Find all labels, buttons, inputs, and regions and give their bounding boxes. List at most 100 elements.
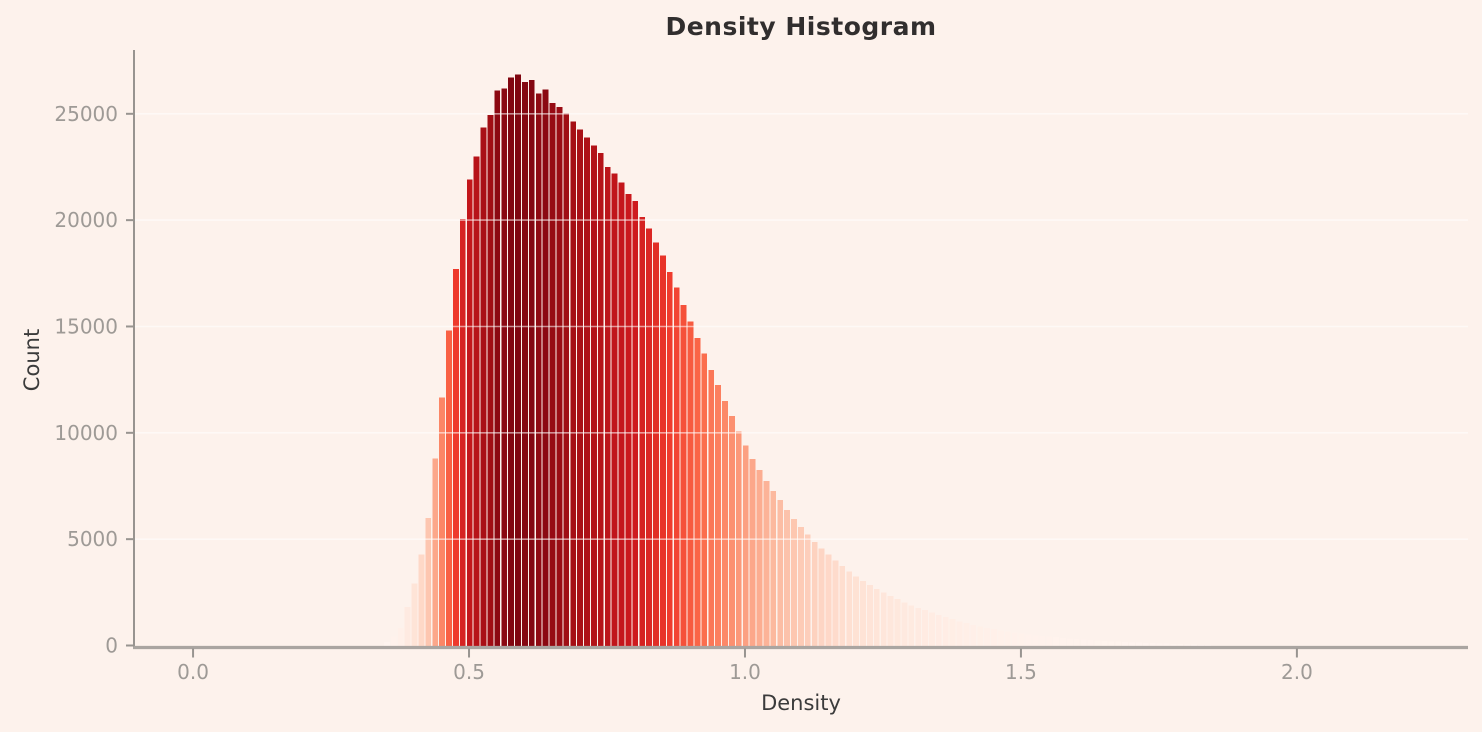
x-tick-label: 1.0 xyxy=(729,660,761,684)
histogram-bar xyxy=(818,548,825,647)
histogram-bar xyxy=(929,612,935,647)
histogram-bar xyxy=(687,321,694,647)
histogram-bar xyxy=(949,619,956,647)
histogram-bar xyxy=(935,614,942,647)
histogram-bar xyxy=(866,584,873,647)
histogram-bar xyxy=(749,459,756,647)
histogram-bar xyxy=(673,287,680,647)
histogram-bar xyxy=(1122,641,1129,647)
histogram-bar xyxy=(556,107,563,647)
histogram-bar xyxy=(522,81,528,647)
histogram-bar xyxy=(1032,635,1039,647)
histogram-bar xyxy=(577,129,583,647)
histogram-bar xyxy=(1094,640,1101,647)
histogram-bar xyxy=(1142,642,1149,647)
histogram-bar xyxy=(791,518,797,647)
histogram-bar xyxy=(1046,636,1053,647)
histogram-bar xyxy=(646,228,652,647)
histogram-bar xyxy=(1198,644,1204,647)
histogram-bar xyxy=(1170,643,1177,647)
histogram-bar xyxy=(984,627,991,647)
histogram-bar xyxy=(446,330,452,647)
histogram-bar xyxy=(680,305,687,647)
y-tick-label: 0 xyxy=(105,634,118,658)
histogram-bar xyxy=(832,560,839,647)
histogram-bar xyxy=(1039,635,1046,647)
y-tick-label: 25000 xyxy=(54,102,118,126)
y-axis-label: Count xyxy=(20,328,44,392)
histogram-bar xyxy=(1115,641,1122,647)
chart-title: Density Histogram xyxy=(665,12,937,41)
histogram-bar xyxy=(1060,637,1066,647)
histogram-bar xyxy=(784,510,790,647)
histogram-bar xyxy=(908,605,915,647)
histogram-bar xyxy=(873,588,880,647)
histogram-bar xyxy=(942,617,949,647)
histogram-bar xyxy=(694,337,701,647)
histogram-bar xyxy=(666,272,673,647)
histogram-bar xyxy=(763,480,770,647)
histogram-bar xyxy=(804,534,811,647)
histogram-bar xyxy=(563,113,570,647)
histogram-bar xyxy=(853,576,859,647)
histogram-bar xyxy=(1073,639,1080,647)
x-tick-label: 2.0 xyxy=(1281,660,1313,684)
histogram-bar xyxy=(604,166,611,647)
histogram-bar xyxy=(1067,638,1073,647)
histogram-bar xyxy=(515,74,521,647)
histogram-bar xyxy=(1025,634,1032,647)
histogram-bar xyxy=(887,596,894,647)
histogram-bar xyxy=(411,583,418,647)
histogram-bar xyxy=(825,554,832,647)
histogram-bar xyxy=(777,500,784,647)
y-tick-label: 5000 xyxy=(67,527,118,551)
histogram-bar xyxy=(756,470,763,647)
histogram-bar xyxy=(466,179,473,647)
histogram-bar xyxy=(1087,639,1094,647)
histogram-bar xyxy=(922,610,928,647)
histogram-bar xyxy=(1191,644,1198,647)
histogram-bar xyxy=(1156,643,1163,647)
histogram-bar xyxy=(894,599,901,647)
histogram-bar xyxy=(597,153,604,647)
histogram-bar xyxy=(797,527,804,647)
histogram-bar xyxy=(570,121,577,647)
histogram-bar xyxy=(590,145,597,647)
histogram-bar xyxy=(384,641,390,647)
histogram-bar xyxy=(528,79,535,647)
histogram-bar xyxy=(1136,642,1142,647)
histogram-bar xyxy=(390,636,397,647)
histogram-bar xyxy=(494,90,501,647)
histogram-bar xyxy=(549,103,556,647)
histogram-bar xyxy=(956,621,963,647)
histogram-bar xyxy=(418,554,425,647)
histogram-bar xyxy=(1177,644,1184,647)
histogram-bar xyxy=(728,416,735,647)
histogram-bar xyxy=(425,517,432,647)
histogram-bar xyxy=(991,629,997,647)
histogram-bar xyxy=(1080,639,1087,647)
histogram-bar xyxy=(839,566,846,647)
histogram-bar xyxy=(1163,643,1170,647)
histogram-bar xyxy=(1018,633,1025,647)
histogram-bar xyxy=(584,137,590,647)
y-tick-label: 15000 xyxy=(54,314,118,338)
histogram-bar xyxy=(473,156,480,647)
histogram-bar xyxy=(639,216,646,647)
histogram-bar xyxy=(1108,641,1115,647)
histogram-bar xyxy=(508,77,514,647)
histogram-bar xyxy=(970,624,977,647)
x-axis-label: Density xyxy=(761,691,841,715)
histogram-bar xyxy=(453,269,459,647)
histogram-bar xyxy=(1205,644,1211,647)
histogram-bar xyxy=(625,193,632,647)
histogram-bar xyxy=(1053,637,1060,647)
histogram-bar xyxy=(742,445,749,647)
histogram-bar xyxy=(1184,644,1191,647)
histogram-bar xyxy=(722,401,728,647)
histogram-bar xyxy=(915,607,922,647)
histogram-bar xyxy=(1129,642,1135,647)
histogram-bar xyxy=(404,607,411,647)
